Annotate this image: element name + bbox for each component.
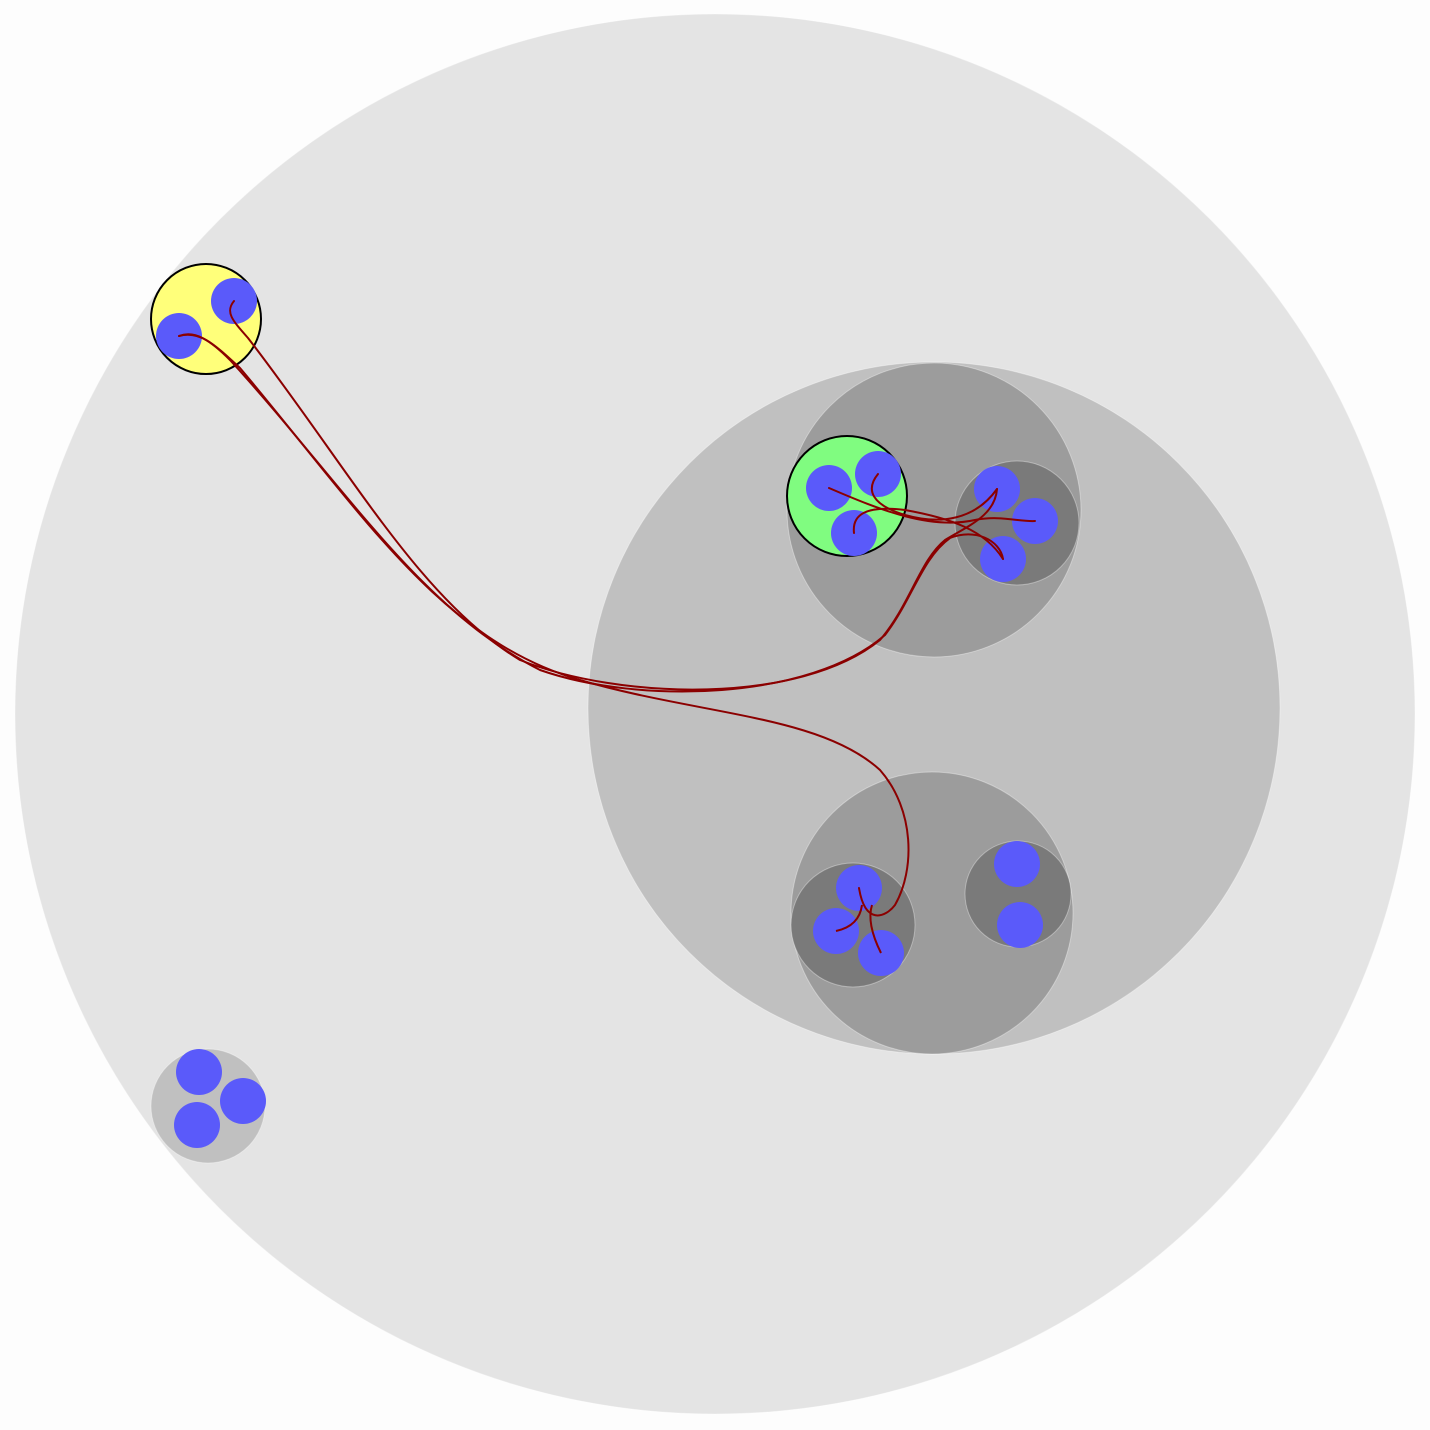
edge-group-target-to-group-upper-right[interactable]: [870, 473, 998, 521]
group-lower-left-leaf-node[interactable]: [176, 1049, 222, 1095]
edge-bundle-stub: [835, 904, 863, 932]
edge-bundle-stub: [869, 904, 882, 954]
group-lower-inner-right-leaf-node[interactable]: [997, 902, 1043, 948]
group-lower-left-leaf-node[interactable]: [174, 1102, 220, 1148]
group-lower-inner-right-leaf-node[interactable]: [994, 841, 1040, 887]
edge-group-source-to-group-lower-inner-left[interactable]: [178, 333, 910, 917]
edge-group-target-to-group-upper-right[interactable]: [828, 487, 1036, 524]
edges-layer: [178, 300, 1036, 954]
cluster-large-circle[interactable]: [587, 361, 1281, 1055]
edge-group-source-to-group-upper-right[interactable]: [229, 300, 998, 691]
groups-layer: [14, 13, 1416, 1415]
edge-group-target-to-group-upper-right[interactable]: [852, 507, 1004, 560]
group-lower-left-leaf-node[interactable]: [220, 1078, 266, 1124]
